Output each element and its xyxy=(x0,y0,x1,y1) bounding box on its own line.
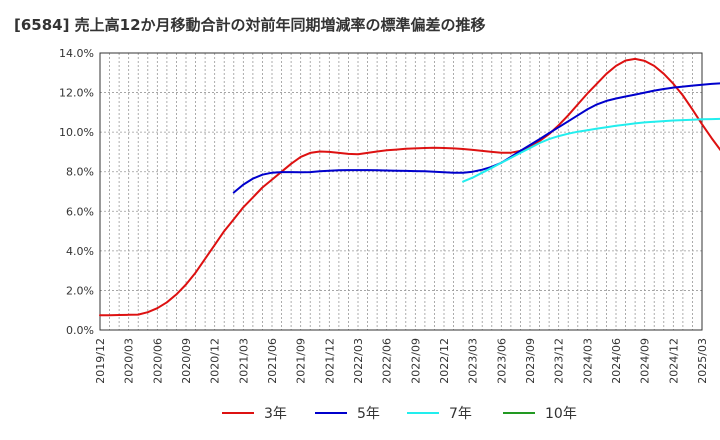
x-tick-label: 2023/09 xyxy=(524,338,537,384)
chart-title: [6584] 売上高12か月移動合計の対前年同期増減率の標準偏差の推移 xyxy=(14,16,486,34)
x-tick-label: 2021/06 xyxy=(266,338,279,384)
legend-label: 10年 xyxy=(545,406,577,422)
legend-label: 5年 xyxy=(357,406,380,422)
y-tick-label: 12.0% xyxy=(59,87,94,100)
x-tick-label: 2021/03 xyxy=(237,338,250,384)
y-tick-label: 8.0% xyxy=(66,166,94,179)
x-tick-label: 2020/09 xyxy=(180,338,193,384)
y-tick-label: 14.0% xyxy=(59,47,94,60)
x-tick-label: 2020/03 xyxy=(123,338,136,384)
x-tick-label: 2022/06 xyxy=(381,338,394,384)
plot-frame xyxy=(99,52,703,331)
x-tick-label: 2020/06 xyxy=(151,338,164,384)
x-tick-label: 2024/12 xyxy=(667,338,680,384)
x-tick-label: 2023/06 xyxy=(495,338,508,384)
x-tick-label: 2022/09 xyxy=(409,338,422,384)
x-tick-label: 2023/12 xyxy=(553,338,566,384)
y-tick-label: 6.0% xyxy=(66,205,94,218)
x-tick-label: 2024/06 xyxy=(610,338,623,384)
x-tick-label: 2024/09 xyxy=(639,338,652,384)
legend-label: 7年 xyxy=(449,406,472,422)
y-tick-label: 10.0% xyxy=(59,126,94,139)
series-line xyxy=(99,57,720,317)
y-tick-label: 0.0% xyxy=(66,324,94,337)
x-tick-label: 2025/03 xyxy=(696,338,709,384)
x-tick-label: 2023/03 xyxy=(467,338,480,384)
x-tick-label: 2021/12 xyxy=(323,338,336,384)
series-line xyxy=(462,117,720,183)
legend-label: 3年 xyxy=(264,406,287,422)
x-tick-label: 2022/12 xyxy=(438,338,451,384)
y-tick-label: 2.0% xyxy=(66,284,94,297)
x-tick-label: 2021/09 xyxy=(295,338,308,384)
y-tick-label: 4.0% xyxy=(66,245,94,258)
x-tick-label: 2022/03 xyxy=(352,338,365,384)
x-tick-label: 2020/12 xyxy=(209,338,222,384)
plot-area xyxy=(100,53,702,330)
x-tick-label: 2019/12 xyxy=(94,338,107,384)
x-tick-label: 2024/03 xyxy=(581,338,594,384)
